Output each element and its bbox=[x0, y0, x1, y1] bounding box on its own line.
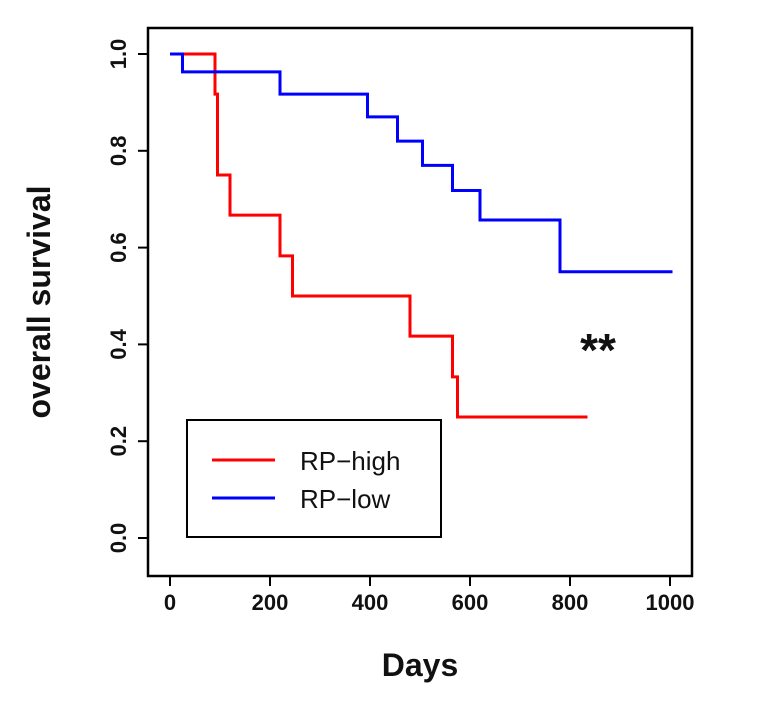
y-tick-label: 1.0 bbox=[106, 39, 131, 70]
x-tick-label: 0 bbox=[164, 590, 176, 615]
x-tick-label: 600 bbox=[452, 590, 489, 615]
x-tick-label: 400 bbox=[352, 590, 389, 615]
significance-annotation: ** bbox=[580, 324, 616, 376]
legend-label-rp-high: RP−high bbox=[300, 446, 400, 476]
legend-box bbox=[186, 419, 442, 538]
series-lines bbox=[170, 52, 673, 419]
y-tick-label: 0.2 bbox=[106, 426, 131, 457]
x-axis-title: Days bbox=[382, 647, 459, 683]
y-tick-label: 0.0 bbox=[106, 523, 131, 554]
plot-frame bbox=[146, 26, 694, 578]
y-tick-label: 0.6 bbox=[106, 232, 131, 263]
legend: RP−high RP−low bbox=[186, 419, 442, 538]
x-tick-label: 800 bbox=[552, 590, 589, 615]
y-axis-title: overall survival bbox=[21, 185, 57, 418]
y-tick-label: 0.8 bbox=[106, 136, 131, 167]
x-tick-label: 1000 bbox=[646, 590, 695, 615]
x-tick-label: 200 bbox=[252, 590, 289, 615]
legend-label-rp-low: RP−low bbox=[300, 484, 391, 514]
x-axis: 0 200 400 600 800 1000 bbox=[164, 576, 695, 615]
y-axis: 0.0 0.2 0.4 0.6 0.8 1.0 bbox=[106, 39, 148, 554]
y-tick-label: 0.4 bbox=[106, 328, 131, 359]
series-line-rp-high bbox=[170, 52, 588, 419]
series-line-rp-low bbox=[170, 52, 673, 274]
